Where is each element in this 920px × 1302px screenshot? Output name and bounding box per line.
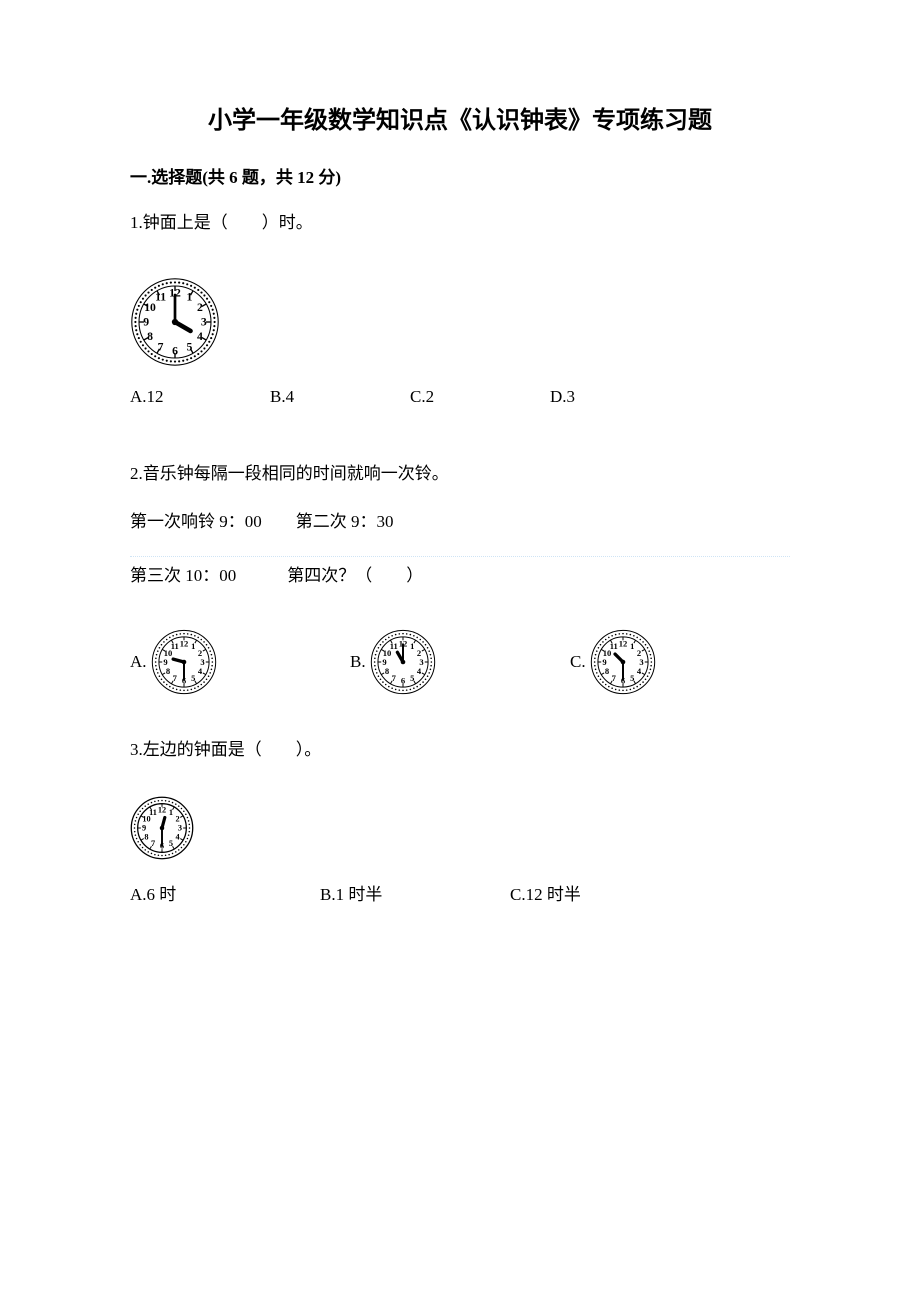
svg-text:11: 11 — [155, 290, 166, 303]
svg-text:12: 12 — [618, 639, 627, 649]
q2-opt-c-clock: 123456789101112 — [590, 629, 656, 695]
svg-text:12: 12 — [158, 806, 166, 815]
svg-text:9: 9 — [143, 315, 149, 328]
svg-text:3: 3 — [201, 315, 207, 328]
svg-text:11: 11 — [389, 641, 397, 651]
svg-text:2: 2 — [175, 815, 179, 824]
svg-text:5: 5 — [410, 673, 414, 683]
svg-text:9: 9 — [382, 657, 386, 667]
svg-text:5: 5 — [191, 673, 195, 683]
svg-text:7: 7 — [611, 673, 616, 683]
svg-text:1: 1 — [191, 641, 195, 651]
svg-text:12: 12 — [179, 639, 188, 649]
faint-divider — [130, 556, 790, 557]
q2-opt-b-label: B. — [350, 652, 366, 672]
q1-options: A.12 B.4 C.2 D.3 — [130, 387, 790, 407]
q3-clock: 123456789101112 — [130, 796, 790, 860]
q2-opt-a-label: A. — [130, 652, 147, 672]
q3-opt-b: B.1 时半 — [320, 880, 510, 905]
svg-text:1: 1 — [410, 641, 414, 651]
q2-text: 2.音乐钟每隔一段相同的时间就响一次铃。 — [130, 459, 790, 490]
q2-opt-a-clock: 123456789101112 — [151, 629, 217, 695]
svg-text:4: 4 — [175, 832, 179, 841]
svg-text:3: 3 — [178, 823, 182, 832]
svg-text:7: 7 — [151, 839, 155, 848]
q2-line3: 第三次 10：00 第四次？（ ） — [130, 561, 790, 592]
q3-opt-c: C.12 时半 — [510, 880, 700, 905]
svg-text:9: 9 — [163, 657, 167, 667]
q2-line2: 第一次响铃 9：00 第二次 9：30 — [130, 507, 790, 538]
svg-text:1: 1 — [186, 290, 192, 303]
q3-opt-a: A.6 时 — [130, 880, 320, 905]
q3-options: A.6 时 B.1 时半 C.12 时半 — [130, 880, 790, 905]
svg-text:6: 6 — [172, 344, 178, 357]
page-title: 小学一年级数学知识点《认识钟表》专项练习题 — [130, 100, 790, 135]
svg-text:4: 4 — [197, 667, 202, 677]
svg-text:4: 4 — [636, 667, 641, 677]
svg-text:5: 5 — [186, 340, 192, 353]
svg-text:1: 1 — [630, 641, 634, 651]
svg-text:8: 8 — [165, 667, 169, 677]
svg-text:9: 9 — [602, 657, 606, 667]
svg-text:2: 2 — [197, 301, 203, 314]
q2-opt-c-label: C. — [570, 652, 586, 672]
q3-text: 3.左边的钟面是（ ）。 — [130, 735, 790, 766]
svg-text:9: 9 — [142, 823, 146, 832]
svg-text:7: 7 — [391, 673, 396, 683]
svg-text:7: 7 — [172, 673, 177, 683]
q1-clock: 123456789101112 — [130, 277, 790, 367]
svg-text:11: 11 — [170, 641, 178, 651]
svg-text:1: 1 — [169, 808, 173, 817]
svg-text:11: 11 — [609, 641, 617, 651]
section-header: 一.选择题(共 6 题，共 12 分) — [130, 163, 790, 188]
q1-text: 1.钟面上是（ ）时。 — [130, 208, 790, 239]
svg-text:8: 8 — [604, 667, 608, 677]
q1-opt-a: A.12 — [130, 387, 270, 407]
svg-text:11: 11 — [149, 808, 157, 817]
q1-opt-b: B.4 — [270, 387, 410, 407]
svg-text:8: 8 — [144, 832, 148, 841]
svg-text:7: 7 — [158, 340, 164, 353]
svg-text:8: 8 — [147, 329, 153, 342]
q2-opt-b-clock: 123456789101112 — [370, 629, 436, 695]
q1-opt-c: C.2 — [410, 387, 550, 407]
svg-text:8: 8 — [384, 667, 388, 677]
svg-text:4: 4 — [416, 667, 421, 677]
svg-text:5: 5 — [169, 839, 173, 848]
svg-text:6: 6 — [400, 676, 405, 686]
q1-opt-d: D.3 — [550, 387, 690, 407]
svg-text:4: 4 — [197, 329, 203, 342]
svg-text:5: 5 — [630, 673, 634, 683]
